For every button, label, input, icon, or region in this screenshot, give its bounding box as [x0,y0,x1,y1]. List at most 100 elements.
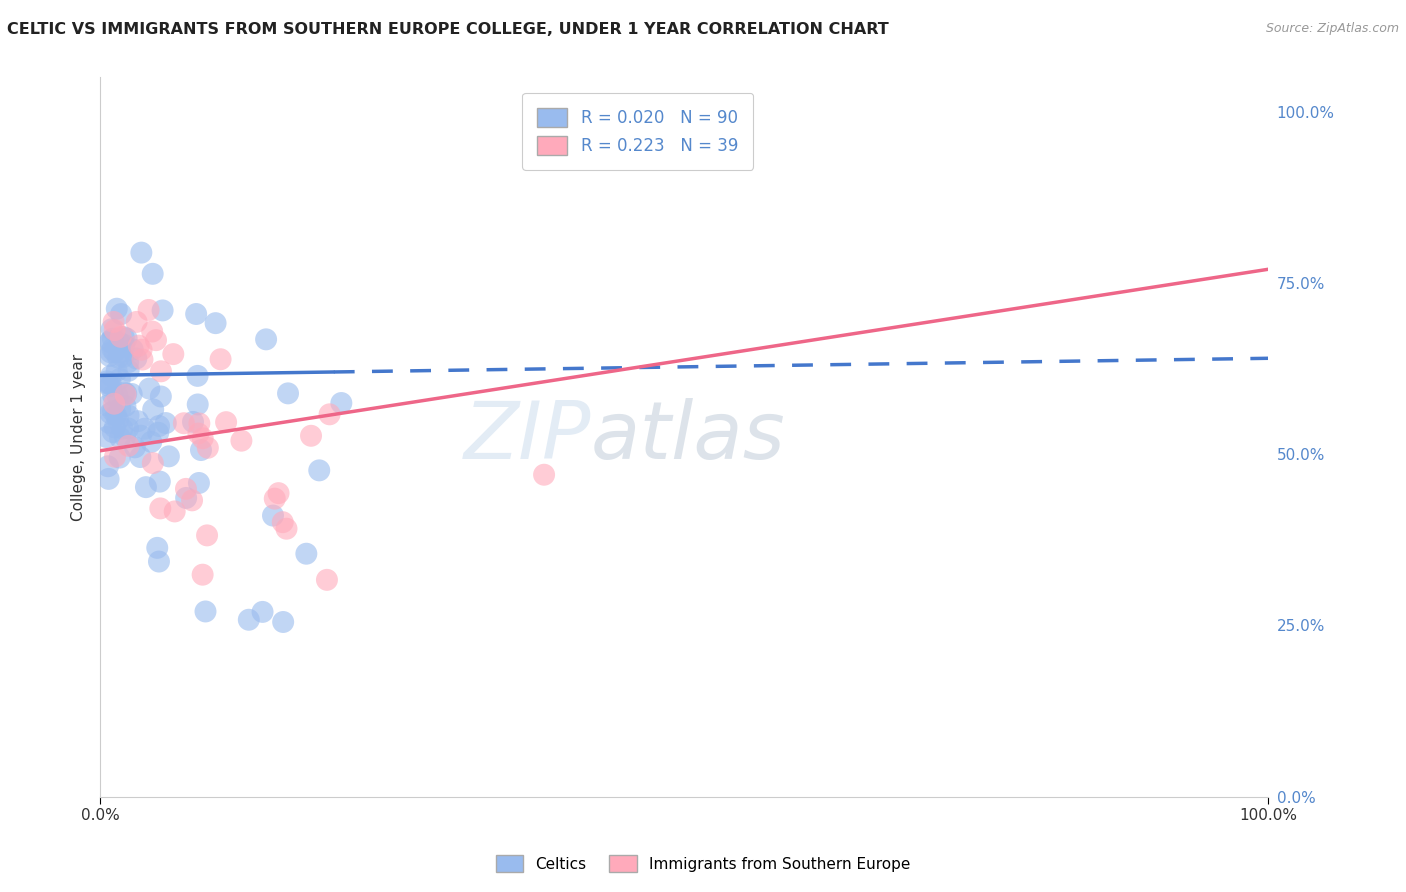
Point [271,615,294,629]
Point [163,504,186,518]
Point [173,416,195,430]
Point [262,508,284,523]
Point [125,351,148,366]
Point [98,335,121,350]
Point [204,316,226,330]
Point [101,404,124,418]
Point [100,368,122,383]
Point [146,541,169,555]
Point [98,416,121,430]
Point [157,450,180,464]
Point [186,307,208,321]
Point [98,334,121,348]
Point [125,315,148,329]
Point [105,409,128,423]
Point [194,604,217,618]
Point [187,397,209,411]
Point [174,491,197,505]
Point [134,422,156,436]
Point [533,467,555,482]
Point [149,501,172,516]
Point [117,409,139,423]
Point [108,431,131,445]
Point [96,376,118,391]
Point [97,472,120,486]
Point [98,406,121,420]
Point [115,386,138,401]
Point [330,396,353,410]
Point [104,450,127,464]
Point [114,430,136,444]
Point [188,475,211,490]
Point [197,441,219,455]
Point [162,347,184,361]
Point [104,420,127,434]
Point [101,425,124,439]
Point [308,463,330,477]
Point [114,388,136,402]
Point [108,345,131,359]
Point [195,528,218,542]
Point [131,343,153,357]
Point [100,345,122,359]
Point [254,332,277,346]
Point [191,431,214,445]
Point [112,350,135,364]
Point [97,459,120,474]
Point [100,377,122,392]
Point [252,605,274,619]
Point [108,450,131,465]
Point [101,342,124,356]
Point [215,415,238,429]
Point [148,425,170,440]
Point [188,417,211,431]
Point [111,422,134,436]
Point [105,301,128,316]
Point [114,399,136,413]
Point [101,388,124,402]
Point [121,343,143,357]
Point [191,567,214,582]
Point [187,368,209,383]
Point [110,401,132,416]
Text: CELTIC VS IMMIGRANTS FROM SOUTHERN EUROPE COLLEGE, UNDER 1 YEAR CORRELATION CHAR: CELTIC VS IMMIGRANTS FROM SOUTHERN EUROP… [7,22,889,37]
Point [107,351,129,365]
Point [138,302,160,317]
Point [190,443,212,458]
Point [103,397,125,411]
Point [148,419,170,434]
Point [138,382,160,396]
Point [124,441,146,455]
Point [149,475,172,489]
Point [263,491,285,506]
Point [271,515,294,529]
Point [316,573,339,587]
Point [117,439,139,453]
Point [181,415,204,429]
Point [141,325,163,339]
Point [117,364,139,378]
Point [276,522,298,536]
Point [231,434,253,448]
Point [117,421,139,435]
Point [101,332,124,346]
Point [128,338,150,352]
Text: Source: ZipAtlas.com: Source: ZipAtlas.com [1265,22,1399,36]
Legend: R = 0.020   N = 90, R = 0.223   N = 39: R = 0.020 N = 90, R = 0.223 N = 39 [522,93,752,169]
Point [107,388,129,402]
Legend: Celtics, Immigrants from Southern Europe: Celtics, Immigrants from Southern Europe [488,847,918,880]
Point [148,555,170,569]
Point [152,303,174,318]
Point [141,434,163,449]
Point [108,335,131,350]
Point [112,385,135,400]
Point [129,450,152,464]
Point [129,429,152,443]
Point [142,456,165,470]
Point [121,387,143,401]
Point [174,482,197,496]
Point [108,372,131,386]
Point [98,349,121,363]
Point [267,486,290,500]
Point [149,364,172,378]
